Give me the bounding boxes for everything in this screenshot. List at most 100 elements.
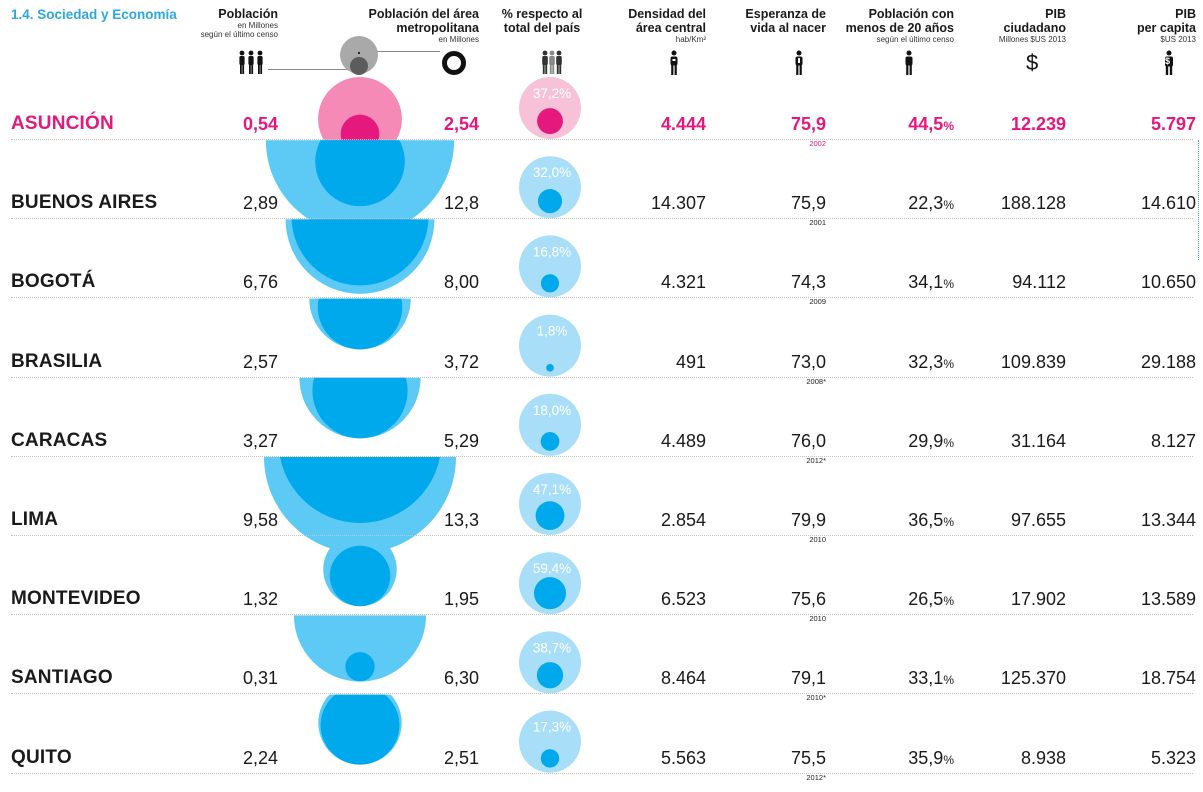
row-divider	[11, 376, 1193, 378]
cell-menores-pct-sign: %	[943, 673, 954, 688]
people-group-icon	[239, 50, 263, 74]
pct-bubble-label: 32,0%	[533, 165, 571, 180]
cell-pibpc: 5.323	[1150, 747, 1196, 768]
row-divider	[11, 693, 1193, 695]
metro-bubble-group	[285, 219, 435, 294]
pct-bubble-inner	[537, 189, 563, 214]
pct-bubble-outer	[519, 77, 581, 139]
cell-year: 2002	[809, 139, 826, 148]
cell-menores-value: 26,5	[908, 589, 944, 610]
pct-bubble-label: 1,8%	[537, 324, 568, 339]
header-metro: Población del área metropolitana en Mill…	[330, 7, 479, 44]
cell-metro: 6,30	[443, 668, 479, 689]
cell-esperanza: 79,9	[790, 510, 826, 530]
city-population-bubble	[280, 457, 440, 523]
cell-pibpc: 13.344	[1140, 510, 1196, 530]
row-divider	[11, 535, 1193, 536]
header-menores-sub: según el último censo	[876, 35, 954, 44]
metro-bubble-group	[299, 377, 421, 439]
header-pib-label2: ciudadano	[1003, 21, 1066, 35]
cell-pib: 17.902	[1010, 589, 1066, 610]
cell-metro: 12,8	[443, 193, 479, 214]
metro-bubble-group	[293, 615, 427, 682]
cell-year: 2010*	[806, 693, 826, 703]
people-pair-icon	[542, 50, 562, 74]
cell-year: 2012*	[806, 772, 826, 782]
cell-esperanza: 79,1	[790, 668, 826, 689]
cell-menores-pct-sign: %	[943, 119, 954, 133]
cell-densidad: 6.523	[660, 589, 706, 610]
cell-menores: 22,3%	[814, 193, 954, 214]
cell-densidad: 4.489	[660, 430, 706, 451]
city-name: BUENOS AIRES	[11, 192, 158, 214]
cell-esperanza: 75,5	[790, 747, 826, 768]
header-esperanza-label2: vida al nacer	[750, 21, 826, 35]
cell-year: 2008*	[806, 376, 826, 386]
cell-metro: 8,00	[443, 272, 479, 293]
cell-menores-pct-sign: %	[943, 435, 954, 450]
cell-menores: 44,5%	[814, 114, 954, 135]
pct-bubble-inner	[546, 364, 554, 372]
person-life-icon	[795, 50, 803, 75]
cell-menores-value: 29,9	[908, 430, 944, 451]
pct-bubble-outer	[519, 710, 581, 773]
cell-pibpc: 8.127	[1150, 430, 1196, 451]
pct-bubble-label: 17,3%	[533, 720, 571, 735]
city-population-bubble	[315, 140, 405, 207]
cell-menores-value: 32,3	[908, 351, 944, 372]
cell-densidad: 2.854	[660, 510, 706, 530]
cell-esperanza: 76,0	[790, 430, 826, 451]
cell-poblacion: 2,57	[242, 351, 278, 372]
header-poblacion-sub1: en Millones	[237, 21, 278, 30]
cell-pibpc: 5.797	[1150, 114, 1196, 134]
cell-menores: 29,9%	[814, 431, 954, 452]
cell-esperanza: 75,9	[790, 114, 826, 134]
cell-metro: 13,3	[443, 510, 479, 530]
cell-densidad: 14.307	[650, 193, 706, 214]
cell-menores-pct-sign: %	[943, 198, 954, 213]
header-pib-sub: Millones $US 2013	[998, 35, 1066, 44]
cell-menores: 26,5%	[814, 589, 954, 610]
ring-icon	[442, 51, 466, 75]
pct-bubble-outer	[519, 314, 581, 377]
header-menores-label2: menos de 20 años	[845, 21, 954, 35]
pct-bubble-label: 47,1%	[533, 482, 571, 497]
row-divider	[11, 218, 1193, 220]
cell-menores-value: 36,5	[908, 510, 944, 530]
cell-metro: 3,72	[443, 351, 479, 372]
city-name: QUITO	[11, 746, 72, 768]
pct-bubble-outer	[519, 235, 581, 298]
person-youth-icon	[905, 50, 913, 75]
header-pib: PIB ciudadano Millones $US 2013	[970, 7, 1066, 44]
cell-menores-pct-sign: %	[943, 752, 954, 767]
cell-pib: 97.655	[1010, 510, 1066, 530]
header-densidad-sub: hab/Km²	[675, 35, 706, 44]
pct-bubble-label: 59,4%	[533, 561, 571, 576]
cell-densidad: 491	[675, 351, 706, 372]
cell-densidad: 5.563	[660, 747, 706, 768]
city-population-bubble	[329, 545, 391, 607]
cell-menores-value: 35,9	[908, 747, 944, 768]
cell-poblacion: 3,27	[242, 430, 278, 451]
pct-bubble-label: 16,8%	[533, 244, 571, 259]
cell-menores-value: 44,5	[908, 114, 944, 134]
pct-bubble-inner	[535, 501, 565, 530]
cell-pib: 94.112	[1012, 272, 1066, 293]
city-population-bubble	[317, 298, 403, 350]
city-population-bubble	[312, 377, 408, 439]
city-population-bubble	[291, 219, 429, 286]
header-densidad-label2: área central	[635, 21, 706, 35]
header-metro-sub: en Millones	[438, 35, 479, 44]
header-pct-label1: % respecto al	[501, 7, 583, 21]
person-dollar-icon: $	[1162, 50, 1176, 76]
row-divider	[11, 614, 1193, 616]
cell-year: 2012*	[806, 455, 826, 465]
header-pct: % respecto al total del país	[490, 7, 594, 35]
pct-bubble-label: 37,2%	[533, 86, 571, 101]
city-population-bubble	[320, 694, 400, 765]
cell-pib: 188.128	[1000, 193, 1066, 214]
cell-pibpc: 10.650	[1140, 272, 1196, 293]
header-pibpc-label2: per capita	[1136, 21, 1196, 35]
city-name: BRASILIA	[11, 350, 103, 372]
